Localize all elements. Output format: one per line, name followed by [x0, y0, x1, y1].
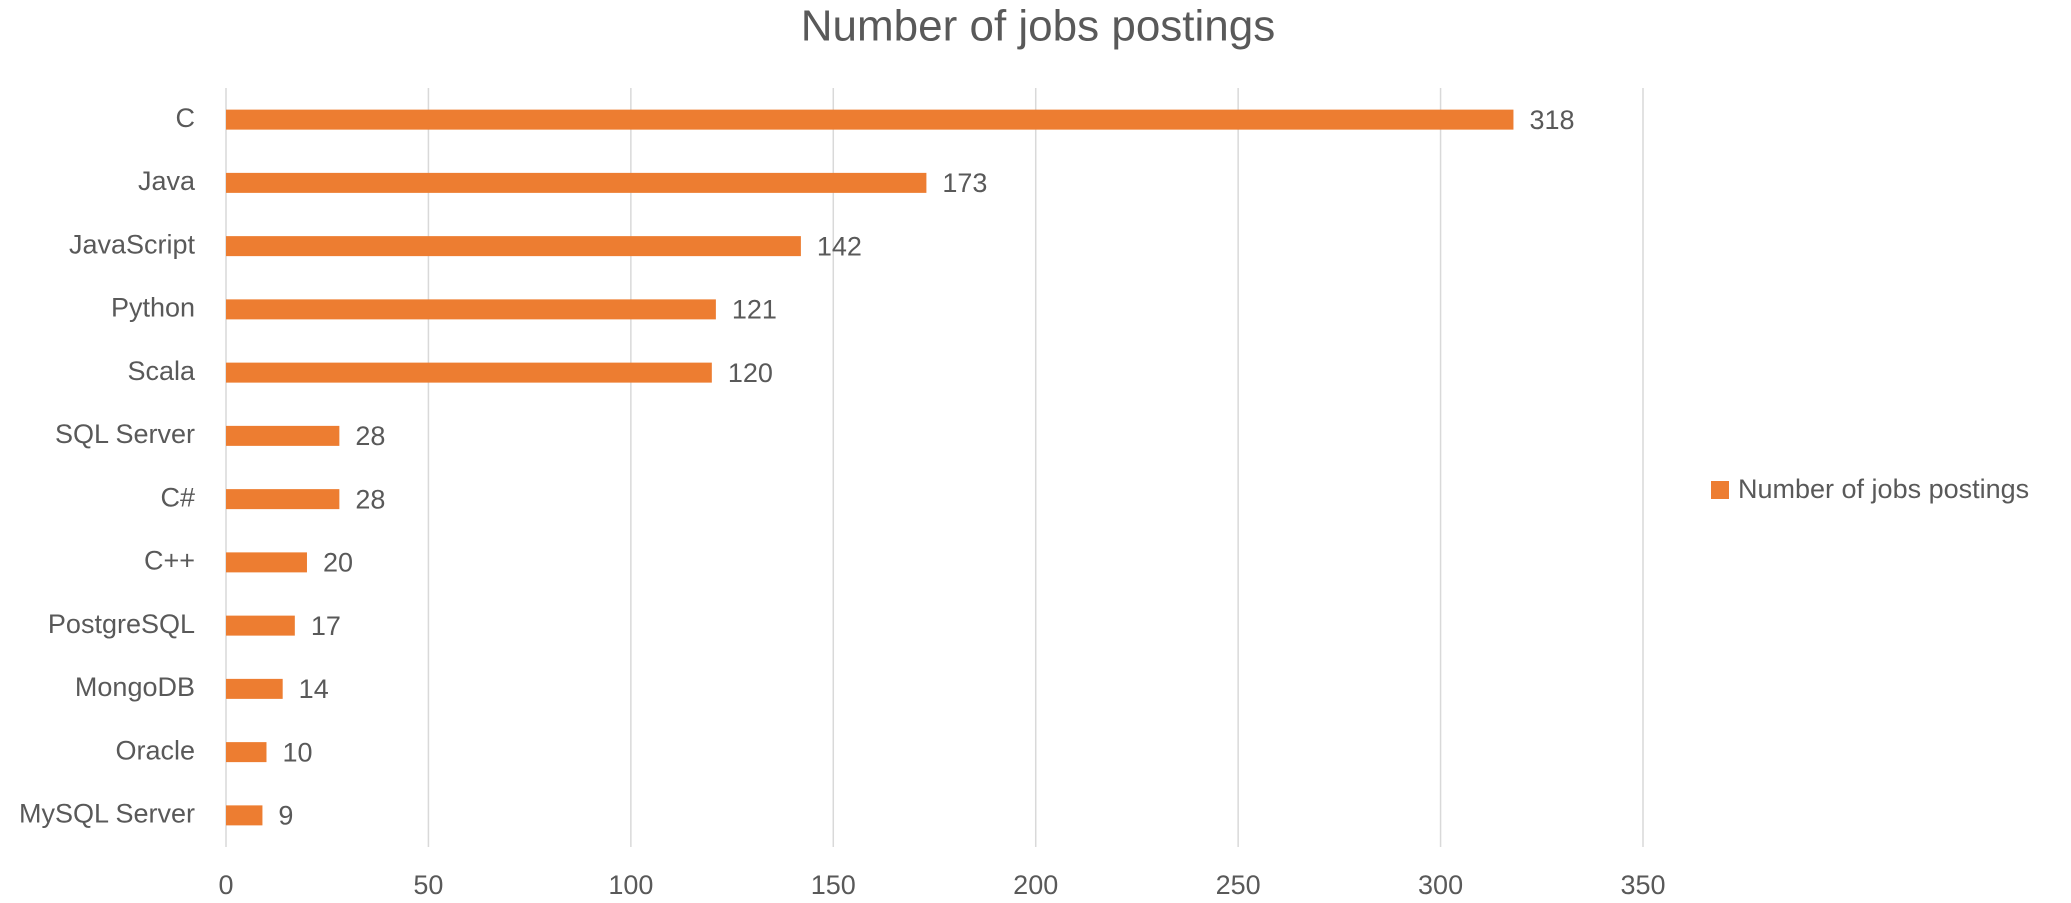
data-label: 142 [817, 231, 862, 261]
bar [226, 742, 267, 763]
y-tick-label: MongoDB [75, 672, 195, 702]
data-label: 173 [942, 168, 987, 198]
y-tick-label: C# [160, 482, 195, 512]
data-label: 17 [311, 611, 341, 641]
bar [226, 299, 716, 320]
legend-label: Number of jobs postings [1738, 474, 2029, 504]
data-label: 318 [1529, 105, 1574, 135]
bar [226, 552, 307, 573]
y-tick-label: Scala [127, 356, 196, 386]
y-tick-label: SQL Server [55, 419, 195, 449]
legend-marker [1711, 481, 1729, 499]
y-tick-label: Python [111, 293, 195, 323]
data-label: 121 [732, 295, 777, 325]
bar [226, 805, 263, 826]
data-label: 20 [323, 548, 353, 578]
bar [226, 236, 801, 257]
x-tick-label: 50 [413, 870, 443, 900]
x-tick-label: 0 [218, 870, 233, 900]
bar [226, 615, 295, 636]
y-tick-label: Oracle [115, 735, 195, 765]
data-label: 9 [278, 801, 293, 831]
bar [226, 425, 340, 446]
bar [226, 489, 340, 510]
bar [226, 362, 712, 383]
y-tick-label: PostgreSQL [48, 609, 195, 639]
bar [226, 109, 1514, 130]
x-tick-label: 300 [1418, 870, 1463, 900]
data-label: 28 [355, 484, 385, 514]
data-label: 14 [299, 674, 329, 704]
y-tick-label: MySQL Server [19, 799, 195, 829]
x-tick-label: 100 [608, 870, 653, 900]
bar [226, 172, 927, 193]
y-tick-label: JavaScript [69, 229, 196, 259]
data-label: 28 [355, 421, 385, 451]
chart-title: Number of jobs postings [801, 2, 1275, 51]
x-tick-label: 200 [1013, 870, 1058, 900]
x-tick-label: 350 [1620, 870, 1665, 900]
bar [226, 678, 283, 699]
y-tick-label: C [176, 103, 196, 133]
data-label: 120 [728, 358, 773, 388]
x-tick-label: 150 [811, 870, 856, 900]
y-tick-label: Java [138, 166, 196, 196]
x-tick-label: 250 [1216, 870, 1261, 900]
y-tick-label: C++ [144, 546, 195, 576]
data-label: 10 [282, 737, 312, 767]
